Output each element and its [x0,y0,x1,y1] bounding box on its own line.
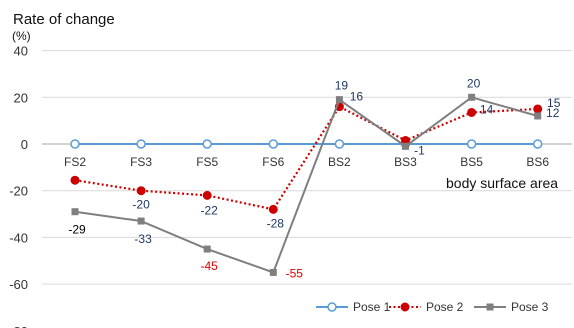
data-point [468,93,476,101]
data-point [136,186,146,196]
x-tick-label: BS5 [460,155,483,169]
legend: Pose 1 Pose 2 Pose 3 [316,300,549,314]
x-tick-label: BS2 [328,155,351,169]
y-tick-label: -80 [9,324,28,328]
data-point [402,142,409,150]
data-label: 20 [467,76,481,90]
data-label: -28 [267,216,285,230]
gridlines [42,50,572,285]
data-point [467,107,477,117]
data-point [466,139,477,149]
y-tick-label: 40 [14,44,28,59]
y-tick-label: 0 [21,137,28,152]
series-line [74,105,538,211]
y-tick-label: 20 [14,90,28,105]
y-tick-label: -60 [9,277,28,292]
data-label: -1 [414,143,425,157]
x-tick-label: BS3 [394,155,417,169]
data-label: -29 [68,223,86,237]
legend-label: Pose 3 [511,300,549,314]
series-pose-3 [71,93,542,276]
data-labels: -20 -22 -28 16 14 15 -29 -33 -45 -55 19 -1 20 12 [68,76,560,280]
y-axis-title: Rate of change [13,11,115,28]
y-tick-label: -20 [9,184,28,199]
data-point [203,245,211,253]
series-pose-2 [70,102,543,214]
data-label: -20 [132,198,150,212]
legend-label: Pose 1 [353,300,391,314]
data-point [335,96,343,104]
x-tick-label: FS2 [64,155,86,169]
series-pose-1 [70,139,543,149]
data-label: -33 [134,232,152,246]
data-label: -22 [201,203,219,217]
legend-item: Pose 3 [474,300,549,314]
data-point [532,139,543,149]
axes: 40 20 0 -20 -40 -60 -80 FS2 FS3 FS5 FS6 BS2 BS3 BS5 BS… [9,44,572,328]
data-label: -45 [201,259,219,273]
data-point [486,303,494,311]
y-axis-unit: (%) [12,29,31,43]
data-point [269,268,277,276]
data-label: 14 [480,102,494,116]
legend-item: Pose 2 [389,300,464,314]
data-point [334,139,345,149]
data-point [533,104,543,114]
data-label: -55 [286,266,304,280]
data-label: 16 [350,90,364,104]
data-point [534,112,542,120]
series-group [70,93,543,276]
data-point [268,204,278,214]
data-point [137,217,145,225]
x-tick-label: FS3 [130,155,152,169]
data-point [268,139,279,149]
x-tick-label: BS6 [526,155,549,169]
x-tick-label: FS6 [262,155,284,169]
data-point [202,139,212,149]
data-point [70,139,80,149]
x-axis-title: body surface area [446,175,558,191]
legend-item: Pose 1 [316,300,391,314]
data-point [202,190,212,200]
series-line [74,96,538,274]
data-label: 15 [547,96,561,110]
data-label: 19 [335,79,349,93]
x-tick-label: FS5 [196,155,218,169]
data-point [70,175,80,185]
data-point [400,302,410,312]
legend-label: Pose 2 [426,300,464,314]
data-point [327,302,337,312]
y-tick-label: -40 [9,230,28,245]
data-point [71,208,79,216]
data-label: 12 [546,106,560,120]
data-point [136,139,146,149]
